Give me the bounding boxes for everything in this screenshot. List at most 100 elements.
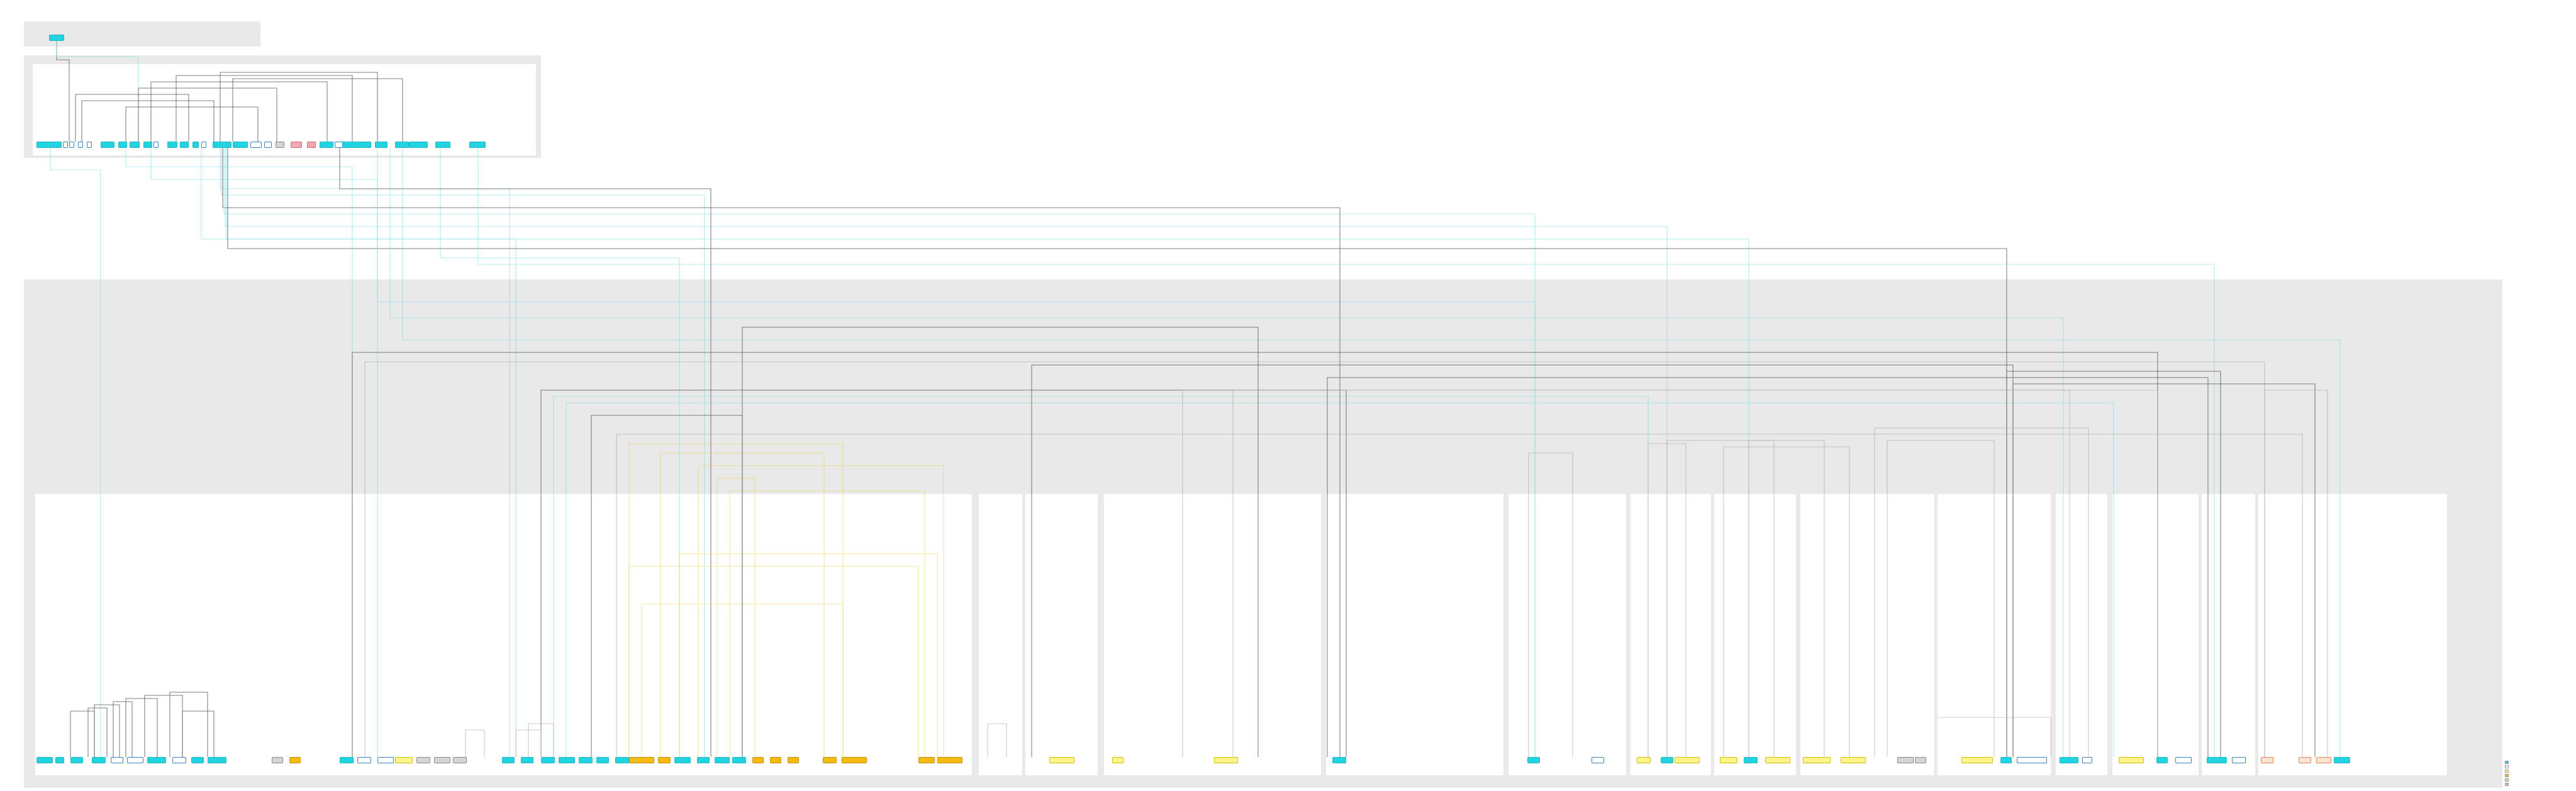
diagram-node[interactable] [36, 142, 62, 148]
diagram-node[interactable] [70, 757, 83, 763]
diagram-node[interactable] [1049, 757, 1074, 763]
diagram-node[interactable] [937, 757, 962, 763]
diagram-node[interactable] [49, 35, 64, 41]
diagram-node[interactable] [191, 757, 204, 763]
diagram-node[interactable] [377, 757, 394, 763]
diagram-node[interactable] [579, 757, 593, 763]
diagram-node[interactable] [1897, 757, 1914, 763]
diagram-node[interactable] [395, 757, 413, 763]
diagram-node[interactable] [770, 757, 781, 763]
diagram-node[interactable] [213, 142, 231, 148]
diagram-node[interactable] [435, 142, 450, 148]
diagram-node[interactable] [289, 757, 301, 763]
diagram-node[interactable] [409, 142, 428, 148]
diagram-node[interactable] [291, 142, 302, 148]
diagram-node[interactable] [78, 142, 83, 148]
diagram-node[interactable] [629, 757, 654, 763]
diagram-node[interactable] [1720, 757, 1737, 763]
diagram-node[interactable] [842, 757, 867, 763]
diagram-node[interactable] [250, 142, 262, 148]
diagram-node[interactable] [127, 757, 143, 763]
diagram-node[interactable] [752, 757, 764, 763]
diagram-node[interactable] [1661, 757, 1673, 763]
diagram-node[interactable] [596, 757, 609, 763]
legend-swatch [2505, 783, 2509, 786]
diagram-node[interactable] [559, 757, 575, 763]
diagram-node[interactable] [375, 142, 388, 148]
diagram-node[interactable] [1803, 757, 1831, 763]
diagram-node[interactable] [153, 142, 159, 148]
diagram-node[interactable] [469, 142, 486, 148]
diagram-node[interactable] [272, 757, 283, 763]
diagram-node[interactable] [143, 142, 152, 148]
diagram-node[interactable] [2060, 757, 2078, 763]
diagram-node[interactable] [1744, 757, 1758, 763]
diagram-node[interactable] [1592, 757, 1604, 763]
diagram-node[interactable] [1332, 757, 1346, 763]
diagram-node[interactable] [2156, 757, 2168, 763]
diagram-node[interactable] [2207, 757, 2227, 763]
diagram-node[interactable] [1675, 757, 1700, 763]
diagram-node[interactable] [1915, 757, 1926, 763]
diagram-node[interactable] [697, 757, 710, 763]
diagram-node[interactable] [208, 757, 226, 763]
diagram-node[interactable] [2119, 757, 2144, 763]
diagram-node[interactable] [541, 757, 555, 763]
diagram-node[interactable] [658, 757, 671, 763]
diagram-node[interactable] [340, 757, 354, 763]
diagram-node[interactable] [1961, 757, 1993, 763]
diagram-node[interactable] [395, 142, 409, 148]
diagram-node[interactable] [172, 757, 186, 763]
diagram-node[interactable] [732, 757, 746, 763]
diagram-node[interactable] [307, 142, 316, 148]
diagram-node[interactable] [615, 757, 629, 763]
diagram-node[interactable] [2261, 757, 2273, 763]
diagram-node[interactable] [320, 142, 333, 148]
diagram-node[interactable] [87, 142, 92, 148]
diagram-node[interactable] [36, 757, 53, 763]
diagram-node[interactable] [130, 142, 140, 148]
diagram-node[interactable] [342, 142, 371, 148]
diagram-node[interactable] [674, 757, 691, 763]
diagram-node[interactable] [2082, 757, 2092, 763]
diagram-node[interactable] [2334, 757, 2350, 763]
diagram-node[interactable] [1214, 757, 1238, 763]
diagram-node[interactable] [2017, 757, 2047, 763]
diagram-node[interactable] [1637, 757, 1651, 763]
diagram-node[interactable] [434, 757, 450, 763]
diagram-node[interactable] [453, 757, 467, 763]
diagram-node[interactable] [918, 757, 935, 763]
diagram-node[interactable] [1841, 757, 1866, 763]
diagram-node[interactable] [69, 142, 74, 148]
diagram-edge [364, 361, 2265, 757]
diagram-node[interactable] [1527, 757, 1540, 763]
diagram-node[interactable] [118, 142, 127, 148]
diagram-node[interactable] [502, 757, 515, 763]
diagram-node[interactable] [192, 142, 199, 148]
diagram-node[interactable] [101, 142, 114, 148]
diagram-node[interactable] [180, 142, 189, 148]
diagram-node[interactable] [2000, 757, 2012, 763]
diagram-node[interactable] [63, 142, 68, 148]
diagram-node[interactable] [357, 757, 371, 763]
diagram-node[interactable] [92, 757, 106, 763]
diagram-node[interactable] [2316, 757, 2331, 763]
diagram-node[interactable] [55, 757, 64, 763]
diagram-node[interactable] [521, 757, 533, 763]
diagram-node[interactable] [2299, 757, 2311, 763]
diagram-node[interactable] [264, 142, 272, 148]
diagram-node[interactable] [788, 757, 799, 763]
diagram-node[interactable] [416, 757, 430, 763]
diagram-node[interactable] [2175, 757, 2192, 763]
diagram-node[interactable] [715, 757, 730, 763]
diagram-node[interactable] [276, 142, 284, 148]
diagram-node[interactable] [147, 757, 166, 763]
diagram-node[interactable] [1112, 757, 1124, 763]
diagram-node[interactable] [1765, 757, 1790, 763]
diagram-node[interactable] [823, 757, 837, 763]
diagram-node[interactable] [2232, 757, 2246, 763]
diagram-node[interactable] [167, 142, 177, 148]
diagram-node[interactable] [233, 142, 248, 148]
diagram-node[interactable] [111, 757, 123, 763]
diagram-node[interactable] [201, 142, 206, 148]
